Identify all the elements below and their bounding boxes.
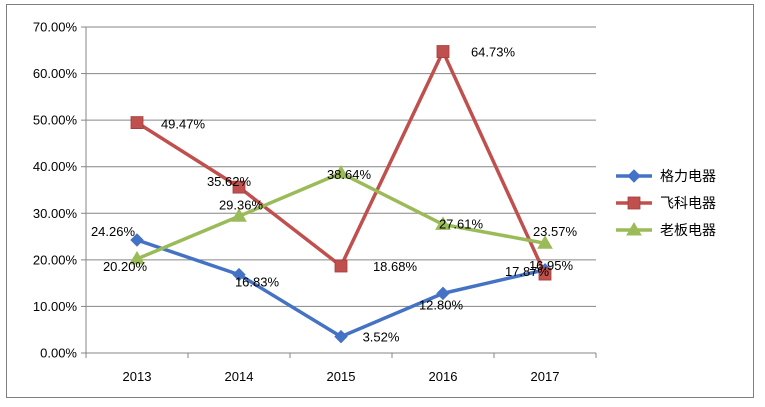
data-label: 64.73%	[471, 45, 516, 60]
x-tick-label: 2014	[225, 369, 254, 384]
y-tick-label: 40.00%	[33, 159, 78, 174]
y-tick-label: 60.00%	[33, 66, 78, 81]
point-marker	[334, 259, 348, 273]
y-axis-ticks: 0.00% 10.00% 20.00% 30.00% 40.00% 50.00% 60.00…	[33, 20, 86, 361]
point-marker	[232, 180, 246, 194]
legend-label: 格力电器	[660, 169, 716, 185]
x-tick-label: 2015	[327, 369, 356, 384]
series-group	[129, 45, 553, 344]
data-label: 35.62%	[207, 174, 252, 189]
point-marker	[334, 329, 348, 344]
data-label: 49.47%	[161, 117, 206, 132]
point-marker	[333, 165, 349, 179]
point-marker	[130, 233, 144, 247]
x-tick-label: 2017	[531, 369, 560, 384]
data-label: 27.61%	[439, 216, 484, 231]
data-label: 18.68%	[373, 259, 418, 274]
data-label: 38.64%	[327, 167, 372, 182]
series-line	[136, 171, 546, 261]
point-marker	[436, 286, 450, 301]
point-marker	[627, 169, 641, 183]
data-label: 23.57%	[533, 224, 578, 239]
point-marker	[537, 235, 553, 249]
series-line	[136, 238, 546, 339]
point-marker	[435, 216, 451, 230]
data-label: 29.36%	[219, 197, 264, 212]
point-marker	[538, 267, 552, 281]
y-tick-label: 70.00%	[33, 20, 78, 35]
y-tick-label: 20.00%	[33, 252, 78, 267]
axes	[85, 27, 596, 354]
data-label: 3.52%	[363, 330, 400, 345]
data-label: 12.80%	[419, 297, 464, 312]
data-label: 17.87%	[505, 264, 550, 279]
point-marker	[627, 196, 641, 210]
data-labels: 24.26% 16.83% 3.52% 12.80% 17.87% 49.47% 35.62…	[91, 45, 578, 345]
point-marker	[129, 250, 145, 265]
y-tick-label: 50.00%	[33, 113, 78, 128]
point-marker	[232, 267, 246, 282]
x-tick-label: 2013	[123, 369, 152, 384]
data-label: 20.20%	[103, 259, 148, 274]
gridlines	[86, 26, 596, 307]
point-marker	[231, 208, 247, 222]
data-label: 24.26%	[91, 224, 136, 239]
data-label: 16.83%	[235, 275, 280, 290]
legend-label: 老板电器	[660, 223, 716, 239]
x-tick-label: 2016	[429, 369, 458, 384]
point-marker	[130, 116, 144, 130]
series-line	[136, 49, 547, 275]
x-axis-ticks: 2013 2014 2015 2016 2017	[85, 353, 597, 384]
legend-label: 飞科电器	[660, 196, 716, 212]
point-marker	[436, 45, 450, 58]
y-tick-label: 0.00%	[40, 346, 77, 361]
y-tick-label: 30.00%	[33, 206, 78, 221]
data-label: 16.95%	[529, 258, 574, 273]
point-marker	[626, 222, 642, 236]
y-tick-label: 10.00%	[33, 299, 78, 314]
